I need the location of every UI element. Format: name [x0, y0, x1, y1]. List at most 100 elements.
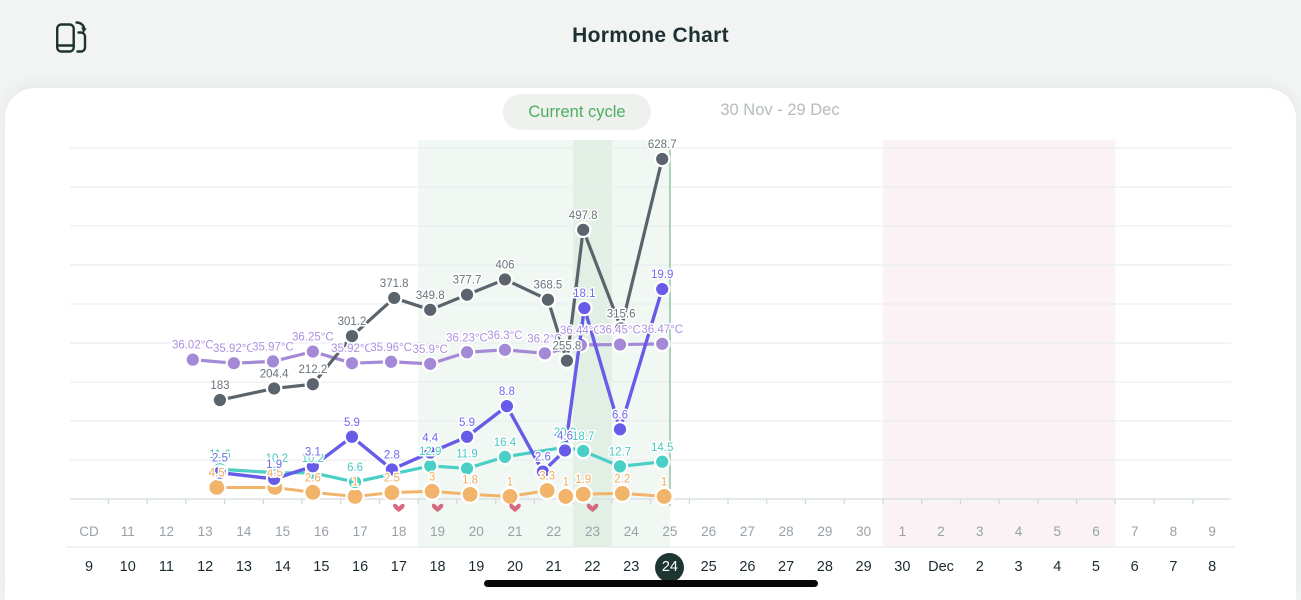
data-point-orange[interactable] [382, 482, 402, 503]
point-label-temperature: 35.92°C [213, 343, 255, 355]
data-point-orange[interactable] [500, 486, 520, 507]
point-label-indigo: 18.1 [573, 288, 595, 300]
selected-date-chip[interactable]: 24 [655, 553, 685, 582]
data-point-temperature[interactable] [264, 353, 282, 370]
cd-axis-label: 22 [546, 524, 562, 539]
point-label-indigo: 2.5 [212, 453, 228, 465]
data-point-orange[interactable] [345, 486, 365, 507]
data-point-orange[interactable] [556, 486, 576, 507]
data-point-orange[interactable] [207, 477, 227, 498]
data-point-indigo[interactable] [534, 463, 552, 480]
data-point-indigo[interactable] [498, 397, 516, 415]
tab-date-range[interactable]: 30 Nov - 29 Dec [720, 101, 840, 119]
data-point-indigo[interactable] [343, 428, 361, 446]
data-point-temperature[interactable] [653, 335, 671, 353]
data-point-orange[interactable] [537, 480, 557, 501]
data-point-gray[interactable] [539, 291, 557, 309]
date-axis-label: 19 [468, 559, 485, 575]
data-point-gray[interactable] [211, 391, 229, 409]
data-point-temperature[interactable] [611, 336, 629, 353]
data-point-teal[interactable] [346, 473, 364, 491]
data-point-gray[interactable] [265, 380, 283, 397]
data-point-indigo[interactable] [458, 428, 476, 446]
data-point-indigo[interactable] [653, 280, 671, 298]
data-point-orange[interactable] [573, 484, 593, 504]
data-point-temperature[interactable] [343, 354, 361, 372]
date-axis-label: 15 [313, 559, 330, 575]
data-point-temperature[interactable] [496, 341, 514, 359]
data-point-orange[interactable] [422, 481, 442, 501]
point-label-gray: 368.5 [534, 280, 563, 292]
data-point-gray[interactable] [343, 327, 361, 345]
top-bar: Hormone Chart [0, 0, 1301, 88]
data-point-gray[interactable] [574, 221, 592, 239]
data-point-temperature[interactable] [536, 345, 554, 362]
data-point-temperature[interactable] [421, 355, 439, 373]
point-label-teal: 14.5 [651, 442, 673, 454]
date-axis-label: 4 [1053, 559, 1062, 575]
rotate-phone-icon[interactable] [55, 19, 91, 57]
point-label-temperature: 36.44°C [560, 325, 602, 337]
data-point-temperature[interactable] [382, 353, 400, 371]
point-label-teal: 12.9 [419, 446, 441, 458]
point-label-indigo: 4.6 [557, 430, 573, 442]
point-label-teal: 12.7 [609, 446, 631, 458]
data-point-indigo[interactable] [611, 421, 629, 438]
data-point-indigo[interactable] [556, 442, 574, 459]
point-label-orange: 2.5 [384, 473, 400, 485]
data-point-gray[interactable] [558, 352, 576, 369]
cd-axis-label: 11 [120, 524, 135, 539]
date-axis-label: 30 [894, 559, 911, 575]
data-point-gray[interactable] [304, 375, 322, 393]
cd-axis-label: 6 [1092, 524, 1100, 539]
data-point-indigo[interactable] [383, 461, 401, 478]
point-label-orange: 1 [563, 476, 569, 488]
data-point-indigo[interactable] [304, 457, 322, 475]
data-point-gray[interactable] [653, 150, 671, 168]
data-point-teal[interactable] [458, 460, 476, 477]
date-axis-label: 29 [855, 559, 872, 575]
tab-current-cycle[interactable]: Current cycle [503, 94, 651, 130]
data-point-gray[interactable] [612, 320, 630, 337]
point-label-teal: 11.6 [209, 449, 231, 461]
data-point-teal[interactable] [496, 448, 514, 466]
data-point-orange[interactable] [612, 483, 632, 503]
point-label-orange: 4.5 [267, 467, 283, 479]
data-point-orange[interactable] [654, 486, 674, 507]
cd-axis-label: 29 [817, 524, 833, 539]
data-point-temperature[interactable] [304, 343, 322, 360]
data-point-teal[interactable] [653, 453, 671, 471]
point-label-gray: 497.8 [569, 210, 598, 222]
data-point-orange[interactable] [460, 484, 480, 504]
point-label-indigo: 8.8 [499, 386, 515, 398]
date-axis-label: Dec [928, 559, 954, 575]
point-label-temperature: 36.02°C [172, 340, 214, 352]
data-point-gray[interactable] [385, 289, 403, 307]
cd-axis-label: 4 [1014, 524, 1023, 539]
data-point-temperature[interactable] [225, 354, 243, 372]
data-point-temperature[interactable] [184, 351, 202, 368]
point-label-orange: 4.5 [209, 467, 225, 479]
point-label-temperature: 36.2°C [527, 333, 562, 345]
data-point-teal[interactable] [574, 442, 592, 460]
data-point-teal[interactable] [611, 458, 629, 475]
cd-axis-label: 1 [898, 524, 907, 539]
point-label-orange: 1.9 [575, 474, 591, 486]
data-point-indigo[interactable] [211, 464, 229, 481]
data-point-gray[interactable] [458, 286, 476, 304]
horizontal-scrollbar[interactable] [484, 580, 818, 587]
point-label-gray: 212.2 [298, 364, 327, 376]
data-point-indigo[interactable] [421, 444, 439, 461]
data-point-gray[interactable] [496, 271, 514, 288]
cd-axis-label: 9 [1208, 524, 1216, 539]
data-point-gray[interactable] [421, 301, 439, 319]
point-label-teal: 20.2 [554, 427, 576, 439]
data-point-indigo[interactable] [265, 470, 283, 488]
date-axis-label: 12 [197, 559, 214, 575]
data-point-indigo[interactable] [576, 299, 593, 317]
point-label-gray: 315.6 [607, 308, 636, 320]
date-axis-label: 11 [158, 559, 174, 575]
cd-axis-label: 3 [976, 524, 984, 539]
data-point-temperature[interactable] [458, 343, 476, 361]
data-point-orange[interactable] [303, 482, 323, 502]
